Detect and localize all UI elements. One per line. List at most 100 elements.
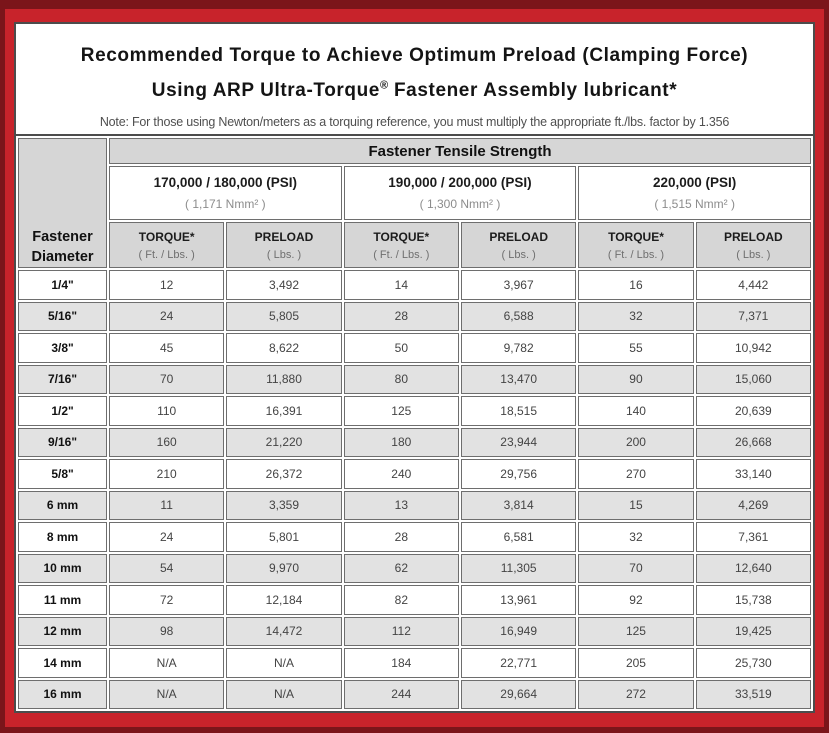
preload-value-cell: 3,814	[460, 490, 577, 520]
title-line2-rest: Fastener Assembly lubricant*	[388, 80, 678, 102]
preload-value-cell: 3,492	[226, 270, 342, 300]
torque-value-cell: 32	[578, 301, 694, 331]
preload-value-cell: 23,944	[460, 427, 577, 457]
preload-value-cell: 11,880	[226, 364, 342, 394]
corner-line1: Fastener	[32, 229, 93, 245]
preload-value-cell: 12,184	[226, 585, 342, 615]
torque-value-cell: 98	[109, 616, 225, 646]
col-unit: ( Lbs. )	[736, 248, 771, 261]
torque-value-cell: 140	[578, 396, 694, 426]
col-unit: ( Ft. / Lbs. )	[373, 248, 430, 261]
content-panel: Recommended Torque to Achieve Optimum Pr…	[14, 22, 815, 713]
row-diameter-label: 11 mm	[18, 585, 107, 615]
torque-value-cell: 55	[578, 333, 694, 363]
nmm-rating: ( 1,300 Nmm² )	[419, 197, 501, 211]
preload-value-cell: 26,372	[226, 459, 342, 489]
torque-value-cell: 12	[109, 270, 225, 300]
strength-group-1: 170,000 / 180,000 (PSI) ( 1,171 Nmm² )	[109, 166, 342, 220]
strength-group-3: 220,000 (PSI) ( 1,515 Nmm² )	[578, 166, 811, 220]
torque-value-cell: 80	[343, 364, 459, 394]
preload-value-cell: 9,782	[460, 333, 577, 363]
torque-value-cell: 45	[109, 333, 225, 363]
row-diameter-label: 8 mm	[18, 522, 107, 552]
group-header: Fastener Tensile Strength	[109, 138, 811, 164]
col-label: PRELOAD	[254, 229, 314, 244]
torque-value-cell: 244	[343, 679, 459, 709]
preload-value-cell: 18,515	[460, 396, 577, 426]
preload-value-cell: 15,738	[695, 585, 811, 615]
col-unit: ( Lbs. )	[266, 248, 302, 261]
torque-value-cell: 160	[109, 427, 225, 457]
group-header-row: Fastener Diameter Fastener Tensile Streng…	[18, 138, 811, 268]
row-diameter-label: 1/4"	[18, 270, 107, 300]
table-row: 6 mm 11 3,359 13 3,814 15 4,269	[18, 490, 811, 520]
col-header-preload-2: PRELOAD ( Lbs. )	[460, 222, 577, 268]
preload-value-cell: 25,730	[695, 648, 811, 678]
row-diameter-label: 10 mm	[18, 553, 107, 583]
preload-value-cell: 5,801	[226, 522, 342, 552]
preload-value-cell: 7,361	[695, 522, 811, 552]
table-row: 9/16" 160 21,220 180 23,944 200 26,668	[18, 427, 811, 457]
psi-rating: 220,000 (PSI)	[653, 175, 737, 190]
col-label: TORQUE*	[138, 229, 195, 244]
torque-value-cell: 125	[343, 396, 459, 426]
col-header-torque-3: TORQUE* ( Ft. / Lbs. )	[578, 222, 694, 268]
col-label: TORQUE*	[373, 229, 430, 244]
col-label: PRELOAD	[723, 229, 783, 244]
torque-value-cell: 112	[343, 616, 459, 646]
preload-value-cell: 6,581	[460, 522, 577, 552]
preload-value-cell: 3,967	[460, 270, 577, 300]
title-line1: Recommended Torque to Achieve Optimum Pr…	[80, 45, 749, 66]
title-line2: Using ARP Ultra-Torque® Fastener Assembl…	[152, 80, 677, 101]
title-block: Recommended Torque to Achieve Optimum Pr…	[16, 24, 813, 136]
row-diameter-label: 16 mm	[18, 679, 107, 709]
nmm-rating: ( 1,515 Nmm² )	[654, 197, 735, 211]
row-diameter-label: 12 mm	[18, 616, 107, 646]
table-row: 10 mm 54 9,970 62 11,305 70 12,640	[18, 553, 811, 583]
torque-value-cell: 24	[109, 522, 225, 552]
row-diameter-label: 14 mm	[18, 648, 107, 678]
preload-value-cell: 8,622	[226, 333, 342, 363]
red-frame: Recommended Torque to Achieve Optimum Pr…	[5, 9, 824, 727]
row-diameter-label: 5/16"	[18, 301, 107, 331]
preload-value-cell: N/A	[226, 648, 342, 678]
preload-value-cell: 19,425	[695, 616, 811, 646]
preload-value-cell: 26,668	[695, 427, 811, 457]
col-header-torque-2: TORQUE* ( Ft. / Lbs. )	[343, 222, 459, 268]
strength-group-2: 190,000 / 200,000 (PSI) ( 1,300 Nmm² )	[343, 166, 577, 220]
torque-value-cell: 92	[578, 585, 694, 615]
preload-value-cell: 11,305	[460, 553, 577, 583]
torque-value-cell: 82	[343, 585, 459, 615]
corner-line2: Diameter	[31, 249, 94, 265]
preload-value-cell: 4,442	[695, 270, 811, 300]
preload-value-cell: 29,756	[460, 459, 577, 489]
preload-value-cell: 7,371	[695, 301, 811, 331]
row-diameter-label: 7/16"	[18, 364, 107, 394]
table-row: 5/8" 210 26,372 240 29,756 270 33,140	[18, 459, 811, 489]
torque-value-cell: 24	[109, 301, 225, 331]
preload-value-cell: 15,060	[695, 364, 811, 394]
preload-value-cell: 20,639	[695, 396, 811, 426]
registered-mark: ®	[379, 80, 389, 92]
preload-value-cell: 3,359	[226, 490, 342, 520]
torque-value-cell: 70	[109, 364, 225, 394]
preload-value-cell: 6,588	[460, 301, 577, 331]
table-row: 16 mm N/A N/A 244 29,664 272 33,519	[18, 679, 811, 709]
psi-rating: 190,000 / 200,000 (PSI)	[388, 175, 532, 190]
preload-value-cell: 33,140	[695, 459, 811, 489]
torque-value-cell: 72	[109, 585, 225, 615]
col-unit: ( Ft. / Lbs. )	[607, 248, 665, 261]
torque-value-cell: 11	[109, 490, 225, 520]
torque-value-cell: 210	[109, 459, 225, 489]
torque-value-cell: 16	[578, 270, 694, 300]
torque-table: Fastener Diameter Fastener Tensile Streng…	[16, 136, 813, 711]
torque-value-cell: 200	[578, 427, 694, 457]
row-diameter-label: 6 mm	[18, 490, 107, 520]
row-diameter-label: 9/16"	[18, 427, 107, 457]
torque-value-cell: 14	[343, 270, 459, 300]
preload-value-cell: 12,640	[695, 553, 811, 583]
torque-value-cell: 13	[343, 490, 459, 520]
subheader-row: TORQUE* ( Ft. / Lbs. ) PRELOAD ( Lbs. ) …	[18, 222, 811, 268]
table-row: 11 mm 72 12,184 82 13,961 92 15,738	[18, 585, 811, 615]
